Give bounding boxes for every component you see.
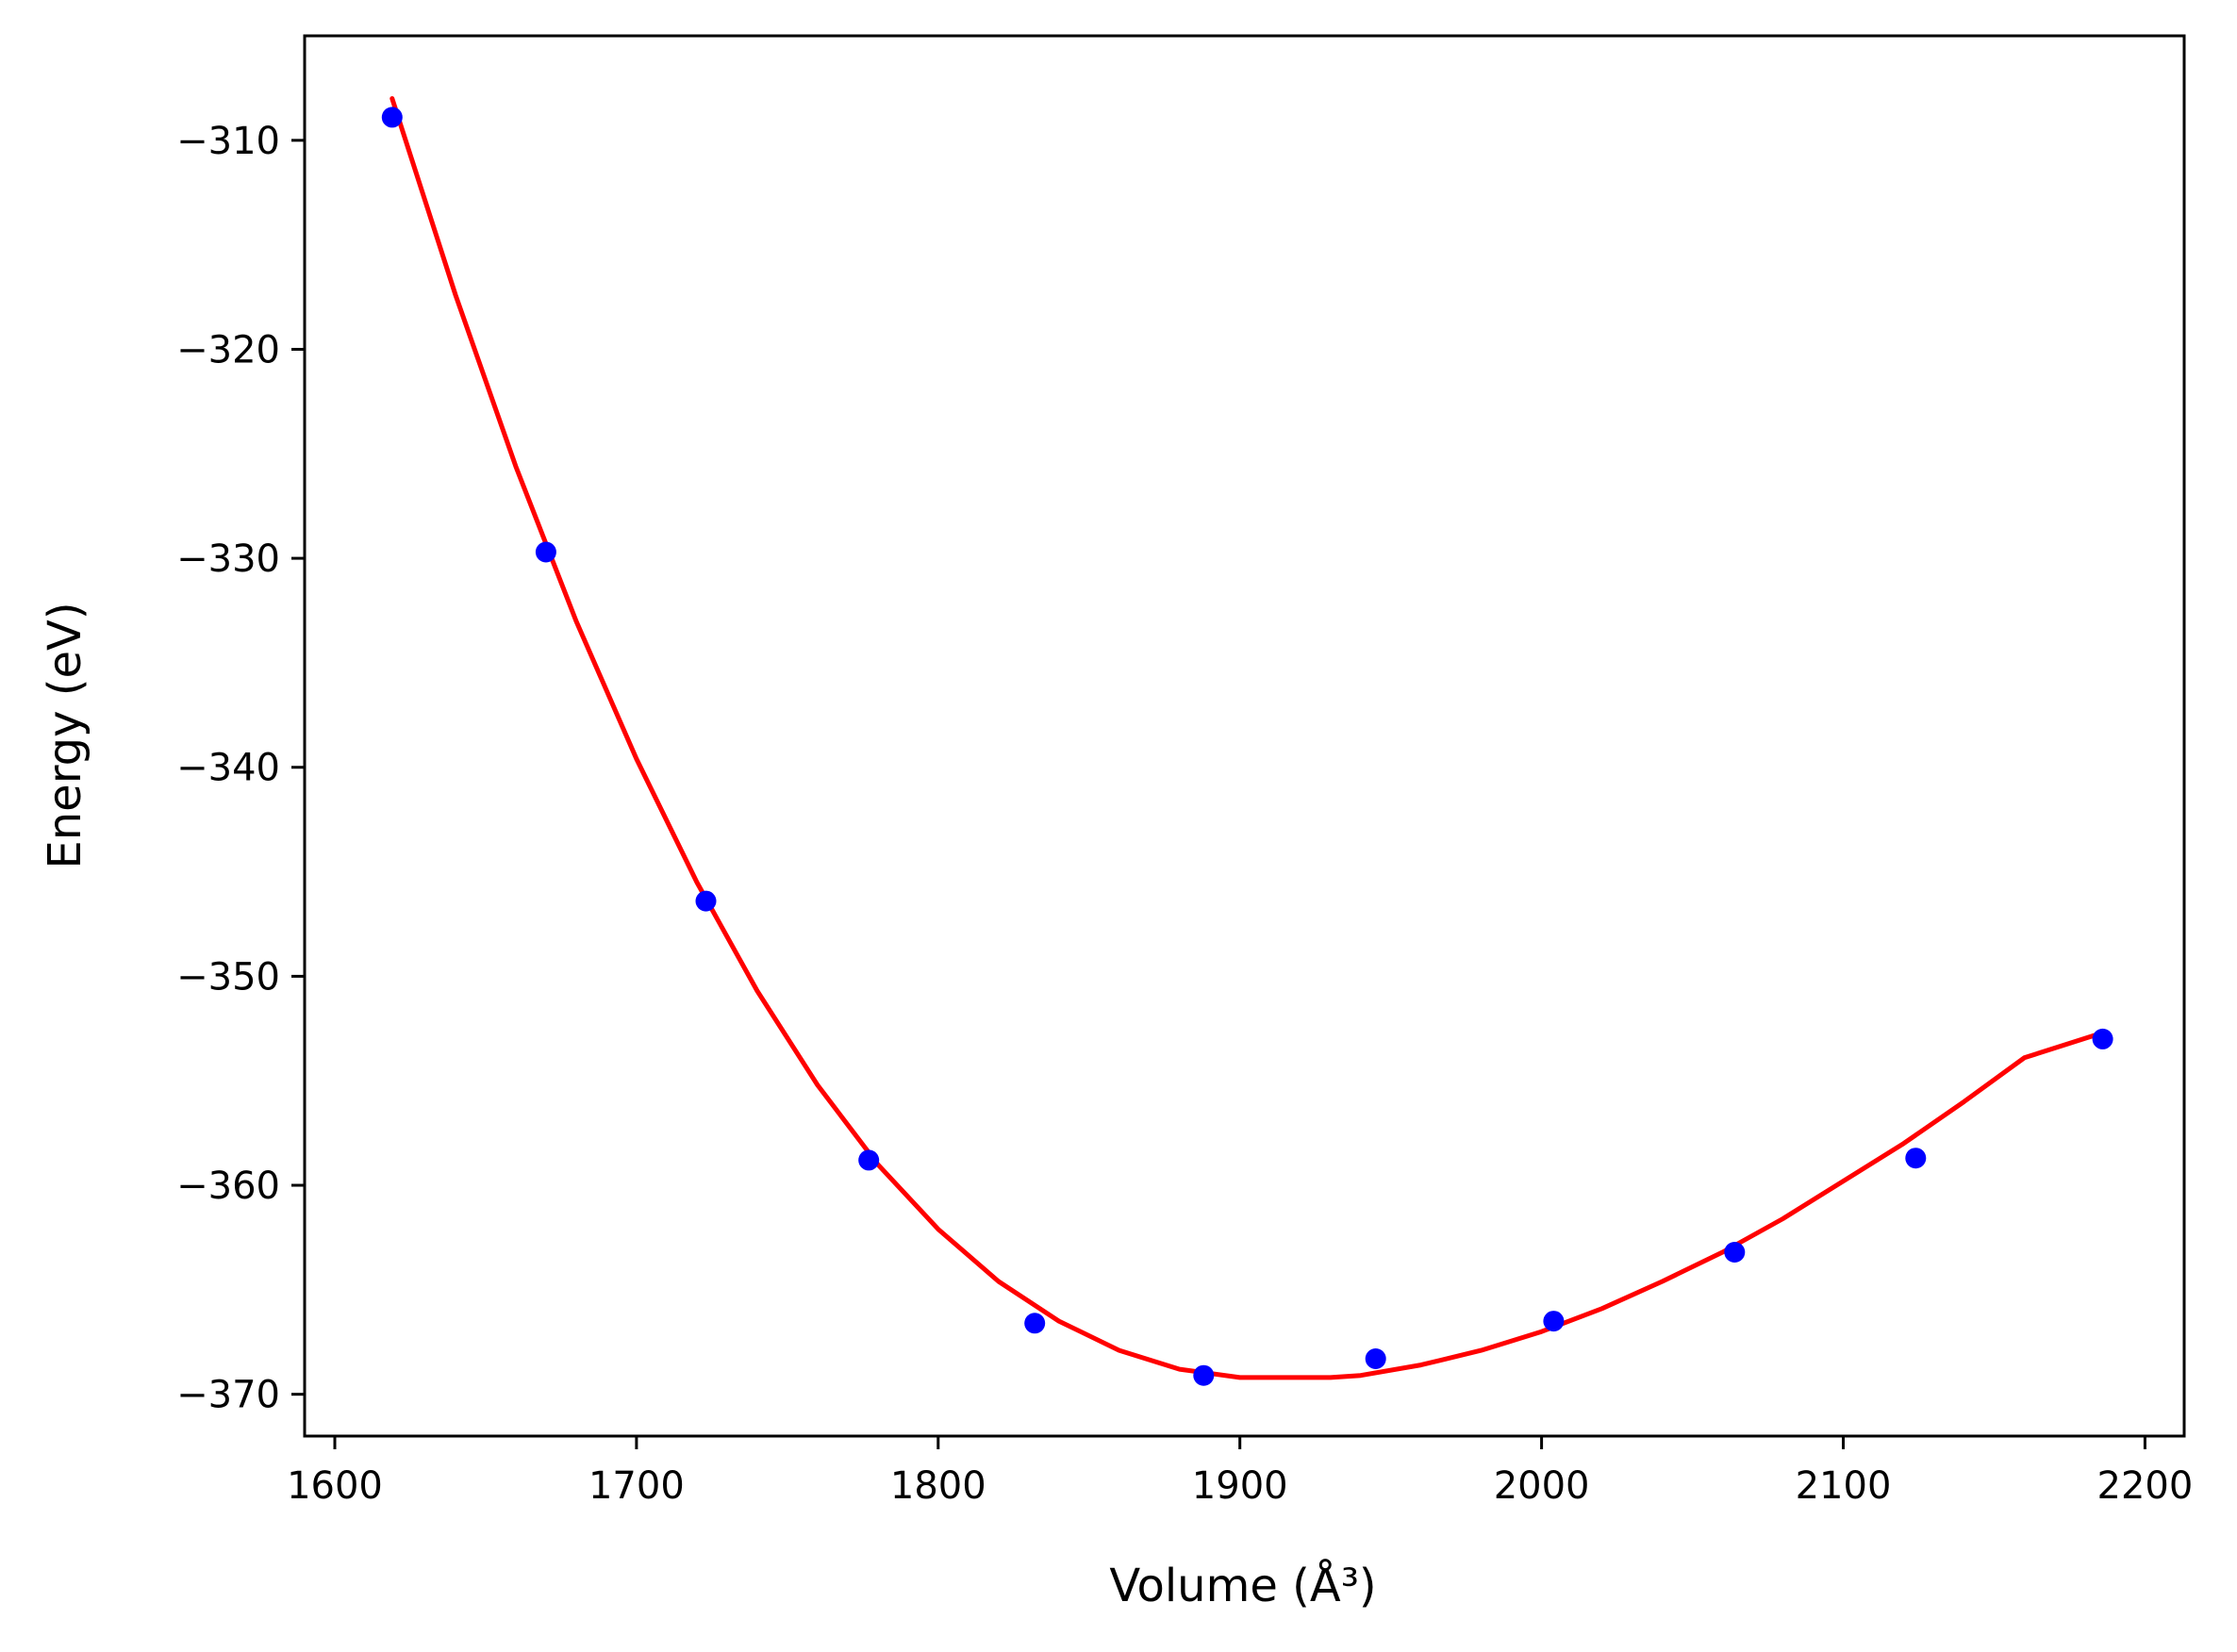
y-axis-label: Energy (eV) — [39, 602, 91, 868]
x-tick-label: 2100 — [1796, 1464, 1892, 1508]
y-tick-label: −370 — [176, 1374, 280, 1417]
data-point — [381, 107, 403, 128]
x-tick-label: 2200 — [2097, 1464, 2194, 1508]
y-tick-label: −340 — [176, 747, 280, 790]
data-point — [1365, 1348, 1386, 1369]
x-tick-label: 2000 — [1494, 1464, 1590, 1508]
plot-marks — [381, 96, 2113, 1386]
y-tick-label: −330 — [176, 537, 280, 581]
x-tick-label: 1700 — [588, 1464, 685, 1508]
data-point — [1543, 1311, 1565, 1332]
data-point — [2092, 1028, 2113, 1049]
y-tick-label: −350 — [176, 955, 280, 999]
x-axis-label: Volume (Å³) — [1109, 1559, 1376, 1612]
y-tick-label: −320 — [176, 328, 280, 372]
y-tick-label: −360 — [176, 1165, 280, 1208]
data-point — [1724, 1242, 1746, 1263]
data-point — [695, 890, 717, 912]
data-point — [858, 1149, 880, 1171]
x-tick-label: 1900 — [1192, 1464, 1288, 1508]
y-axis-ticks: −310 −320 −330 −340 −350 −360 −370 — [176, 120, 305, 1417]
plot-frame — [303, 34, 2186, 1438]
x-axis-ticks: 1600 1700 1800 1900 2000 2100 2200 — [287, 1436, 2193, 1508]
y-tick-label: −310 — [176, 120, 280, 163]
data-point — [1905, 1148, 1927, 1169]
x-tick-label: 1800 — [890, 1464, 986, 1508]
x-tick-label: 1600 — [287, 1464, 383, 1508]
data-point — [1193, 1364, 1215, 1386]
fit-curve — [389, 96, 2106, 1380]
data-point — [535, 541, 556, 563]
data-point — [1024, 1313, 1046, 1334]
